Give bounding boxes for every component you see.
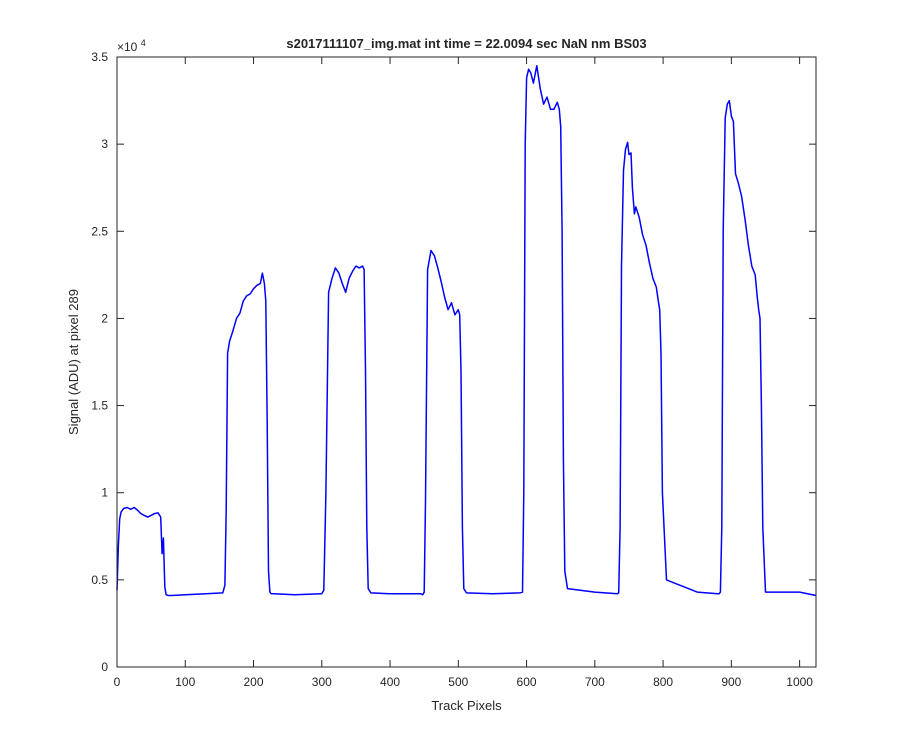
x-tick-label: 300 bbox=[312, 675, 332, 689]
y-tick-label: 2 bbox=[101, 311, 108, 325]
y-tick-label: 1.5 bbox=[91, 399, 108, 413]
series-layer bbox=[116, 64, 817, 597]
x-tick-label: 900 bbox=[721, 675, 741, 689]
y-tick-label: 3 bbox=[101, 137, 108, 151]
chart-title: s2017111107_img.mat int time = 22.0094 s… bbox=[286, 36, 646, 51]
axes-box bbox=[116, 56, 817, 668]
x-tick-label: 100 bbox=[175, 675, 195, 689]
x-tick-label: 400 bbox=[380, 675, 400, 689]
y-axis-exponent-power: 4 bbox=[141, 38, 146, 48]
y-tick-label: 1 bbox=[101, 486, 108, 500]
y-axis-exponent: ×10 4 bbox=[117, 38, 146, 54]
y-tick-label: 0.5 bbox=[91, 573, 108, 587]
x-tick-label: 1000 bbox=[786, 675, 813, 689]
y-tick-label: 0 bbox=[101, 660, 108, 674]
ticks-layer: 0 100 200 300 400 500 600 700 800 900 1000 0 0.5 1 1.5… bbox=[91, 50, 816, 689]
y-tick-label: 2.5 bbox=[91, 224, 108, 238]
plot-area bbox=[117, 57, 816, 667]
y-axis-label: Signal (ADU) at pixel 289 bbox=[66, 289, 81, 435]
x-tick-label: 200 bbox=[244, 675, 264, 689]
x-tick-label: 0 bbox=[114, 675, 121, 689]
x-tick-label: 700 bbox=[585, 675, 605, 689]
x-tick-label: 500 bbox=[448, 675, 468, 689]
series-line bbox=[116, 64, 817, 597]
y-axis-exponent-base: ×10 bbox=[117, 40, 138, 54]
x-tick-label: 800 bbox=[653, 675, 673, 689]
x-axis-label: Track Pixels bbox=[431, 698, 502, 713]
y-tick-label: 3.5 bbox=[91, 50, 108, 64]
x-tick-label: 600 bbox=[517, 675, 537, 689]
